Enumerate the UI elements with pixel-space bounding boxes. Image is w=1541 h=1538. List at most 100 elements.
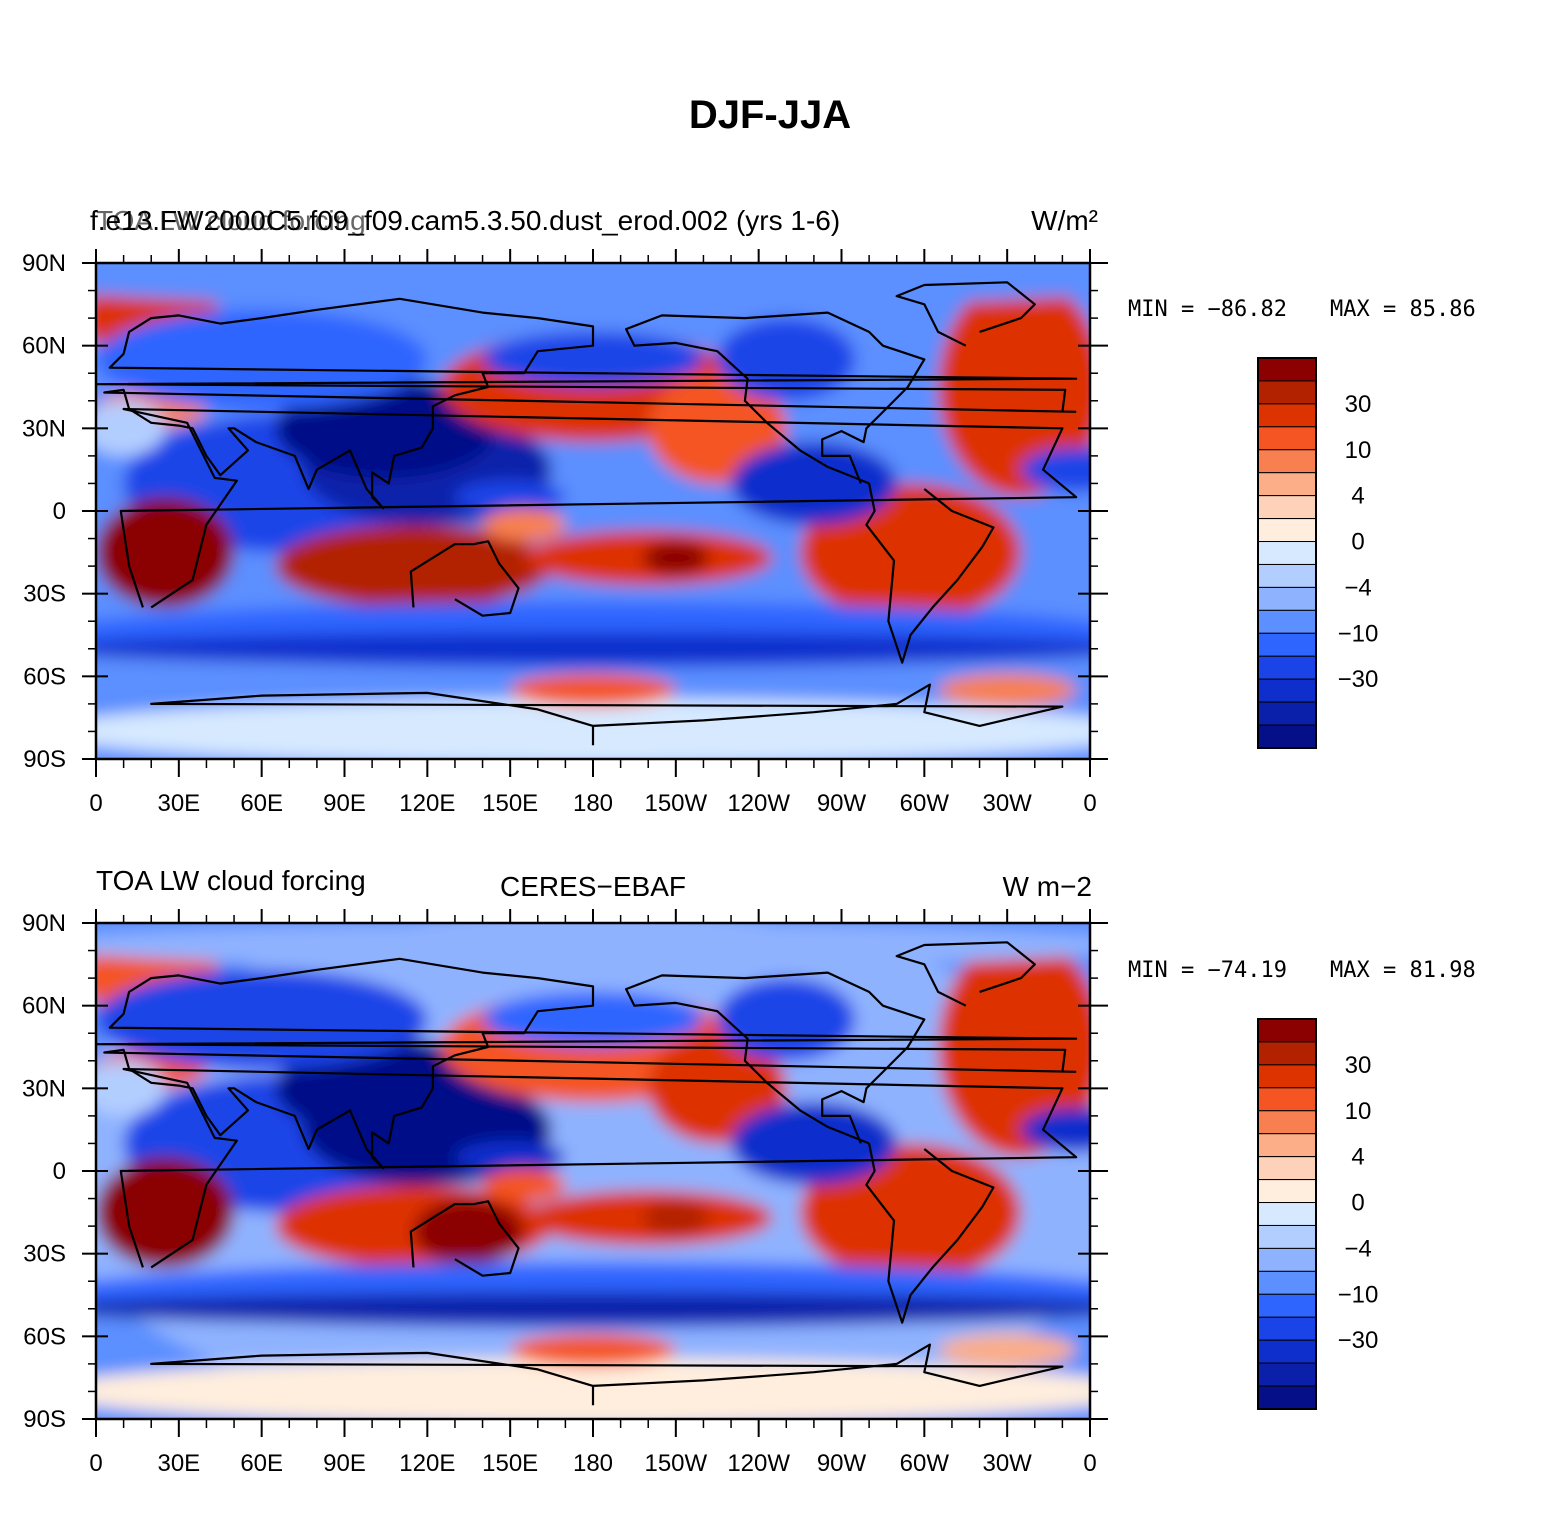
obs-units: W m−2 [1003, 871, 1092, 902]
colorbar-swatch [1257, 609, 1317, 634]
colorbar-swatch [1257, 403, 1317, 428]
field-contour-region [642, 541, 709, 575]
lat-tick-label: 30S [23, 581, 66, 608]
model-variable-title: TOA LW cloud forcing [96, 205, 366, 236]
lat-tick-label: 60S [23, 1323, 66, 1350]
field-contour-region [938, 673, 1077, 707]
colorbar-swatch [1257, 518, 1317, 543]
coastline [624, 311, 926, 485]
colorbar-swatch [1257, 1179, 1317, 1204]
colorbar-swatch [1257, 1316, 1317, 1341]
colorbar-swatch [1257, 380, 1317, 405]
colorbar-swatch [1257, 449, 1317, 474]
lon-tick-label: 180 [573, 790, 613, 817]
colorbar-swatch [1257, 563, 1317, 588]
colorbar-swatch [1257, 1018, 1317, 1043]
lat-tick-label: 60N [22, 333, 66, 360]
lat-tick-label: 90N [22, 250, 66, 277]
lon-tick-label: 0 [89, 790, 102, 817]
coastline [409, 540, 520, 617]
colorbar-swatch [1257, 1041, 1317, 1066]
colorbar-label: 4 [1351, 1144, 1364, 1171]
field-contour-region [1020, 1107, 1090, 1152]
lon-tick-label: 180 [573, 1450, 613, 1477]
field-contour-region [731, 1102, 897, 1185]
colorbar-label: −30 [1338, 1327, 1379, 1354]
field-contour-region [938, 936, 1090, 1158]
colorbar-label: 4 [1351, 483, 1364, 510]
lat-tick-label: 60S [23, 663, 66, 690]
figure-title: DJF-JJA [689, 93, 851, 137]
coastline [119, 1067, 1078, 1269]
model-units: W/m² [1031, 205, 1098, 236]
colorbar-label: −10 [1338, 1281, 1379, 1308]
obs-dataset-title: CERES−EBAF [500, 871, 686, 902]
lat-tick-label: 90N [22, 910, 66, 937]
field-contour-region [96, 1292, 1090, 1326]
colorbar-swatch [1257, 1110, 1317, 1135]
model-case-title: f.e13.FW2000C5.f09_f09.cam5.3.50.dust_er… [90, 205, 840, 236]
colorbar-label: 30 [1345, 1052, 1372, 1079]
field-contour-region [454, 480, 566, 514]
lon-tick-label: 60E [240, 1450, 283, 1477]
coastline [865, 483, 995, 664]
colorbar-swatch [1257, 472, 1317, 497]
field-contour-region [96, 263, 1090, 308]
colorbar-swatch [1257, 724, 1317, 749]
field-contour-region [642, 1201, 709, 1235]
field-contour-region [482, 1168, 566, 1202]
model-min-label: MIN = −86.82 [1128, 297, 1287, 322]
obs-variable-title: TOA LW cloud forcing [96, 865, 366, 896]
coastline [624, 971, 926, 1145]
model-coastlines [96, 281, 1078, 746]
colorbar-swatch [1257, 357, 1317, 382]
colorbar-label: 0 [1351, 529, 1364, 556]
lon-tick-label: 150E [482, 790, 538, 817]
colorbar-swatch [1257, 541, 1317, 565]
colorbar-swatch [1257, 1293, 1317, 1318]
colorbar-swatch [1257, 1087, 1317, 1112]
field-contour-region [731, 442, 897, 525]
lon-tick-label: 0 [1083, 1450, 1096, 1477]
field-contour-region [96, 1157, 235, 1268]
colorbar-swatch [1257, 1133, 1317, 1158]
colorbar-swatch [1257, 1362, 1317, 1387]
colorbar-swatch [1257, 495, 1317, 520]
colorbar-frame [1257, 357, 1317, 749]
lon-tick-label: 120W [727, 790, 790, 817]
colorbar-frame [1257, 1018, 1317, 1410]
colorbar-swatch [1257, 701, 1317, 726]
colorbar-label: −4 [1344, 1235, 1371, 1262]
coastline [150, 683, 1064, 746]
field-contour-region [510, 673, 676, 707]
model-max-label: MAX = 85.86 [1330, 297, 1476, 322]
colorbar-swatch [1257, 678, 1317, 703]
lon-tick-label: 120E [399, 790, 455, 817]
panel-model: 90N 60N 30N 0 30S 60S 90S 0 30E 60E 90E 120E 150E 180… [22, 205, 1476, 817]
colorbar-swatch [1257, 1247, 1317, 1272]
coastline [96, 297, 1078, 510]
lat-tick-label: 60N [22, 993, 66, 1020]
coastline [895, 281, 1036, 347]
lat-tick-label: 0 [53, 1158, 66, 1185]
lon-tick-label: 60E [240, 790, 283, 817]
lon-tick-label: 0 [1083, 790, 1096, 817]
lon-tick-label: 120E [399, 1450, 455, 1477]
colorbar-label: −4 [1344, 574, 1371, 601]
lon-tick-label: 90W [817, 1450, 867, 1477]
field-contour-region [648, 373, 787, 484]
lon-tick-label: 150W [644, 1450, 707, 1477]
lon-tick-label: 60W [900, 790, 950, 817]
coastline [865, 1143, 995, 1324]
lon-tick-label: 30E [157, 1450, 200, 1477]
lon-tick-label: 120W [727, 1450, 790, 1477]
lat-tick-label: 30N [22, 1075, 66, 1102]
colorbar-label: 10 [1345, 437, 1372, 464]
colorbar-swatch [1257, 1202, 1317, 1226]
colorbar-label: 30 [1345, 391, 1372, 418]
colorbar-swatch [1257, 632, 1317, 657]
colorbar-swatch [1257, 426, 1317, 451]
lon-tick-label: 90E [323, 790, 366, 817]
lon-tick-label: 0 [89, 1450, 102, 1477]
lat-tick-label: 90S [23, 1406, 66, 1433]
